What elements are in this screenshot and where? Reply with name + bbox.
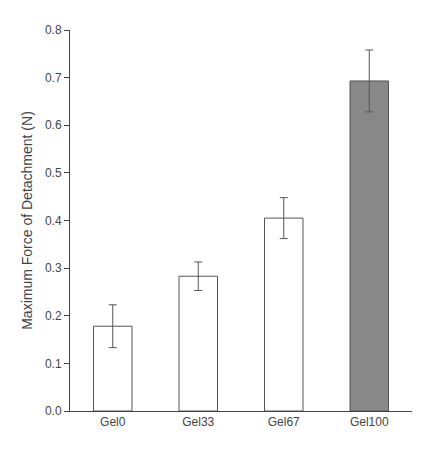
svg-text:0.7: 0.7: [45, 71, 62, 85]
svg-text:0.1: 0.1: [45, 357, 62, 371]
svg-text:0.2: 0.2: [45, 309, 62, 323]
svg-text:0.6: 0.6: [45, 118, 62, 132]
svg-text:0.0: 0.0: [45, 404, 62, 418]
svg-text:0.5: 0.5: [45, 166, 62, 180]
svg-text:0.4: 0.4: [45, 214, 62, 228]
svg-text:Gel67: Gel67: [268, 415, 300, 429]
svg-text:0.3: 0.3: [45, 261, 62, 275]
svg-text:0.8: 0.8: [45, 23, 62, 37]
svg-text:Maximum Force of Detachment (N: Maximum Force of Detachment (N): [19, 111, 35, 330]
svg-text:Gel33: Gel33: [182, 415, 214, 429]
svg-text:Gel100: Gel100: [350, 415, 389, 429]
svg-text:Gel0: Gel0: [100, 415, 126, 429]
